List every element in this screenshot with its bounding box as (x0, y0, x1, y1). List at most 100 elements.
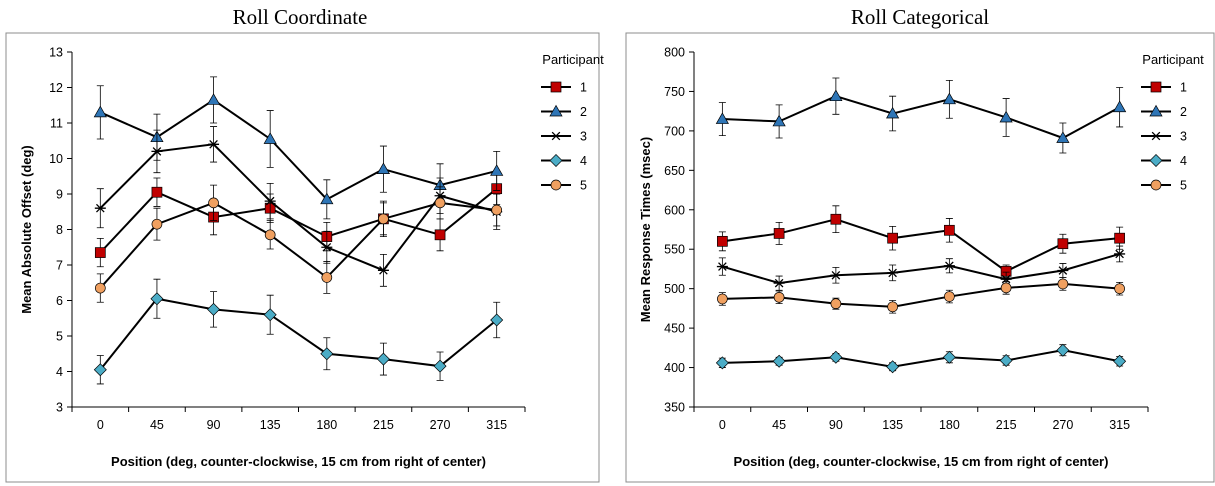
legend-title: Participant (1142, 52, 1204, 67)
series-line (99, 201, 497, 289)
legend-entry: 4 (580, 154, 587, 168)
y-tick-label: 11 (50, 117, 63, 131)
data-point (830, 298, 842, 310)
chart-title: Roll Categorical (851, 5, 989, 29)
legend-marker (1149, 154, 1163, 167)
data-point (434, 197, 446, 209)
x-tick-label: 180 (939, 418, 960, 432)
x-tick-label: 135 (260, 418, 281, 432)
series-line (722, 218, 1120, 273)
y-tick-label: 400 (664, 361, 685, 375)
y-tick-label: 550 (664, 243, 685, 257)
y-tick-label: 12 (49, 81, 63, 95)
data-point (93, 363, 107, 377)
legend-entry: 2 (1180, 105, 1187, 119)
data-point (999, 353, 1013, 367)
legend-marker (1150, 131, 1162, 141)
x-tick-label: 215 (996, 418, 1017, 432)
data-point (773, 228, 785, 239)
data-point (376, 162, 391, 174)
data-point (887, 301, 898, 313)
data-point (376, 352, 390, 366)
series-5 (94, 184, 503, 303)
series-line (99, 187, 498, 254)
data-point (717, 235, 728, 247)
data-point (1000, 282, 1012, 294)
y-tick-label: 9 (56, 188, 63, 202)
data-point (1057, 266, 1069, 275)
legend-marker (550, 131, 562, 141)
x-axis-label: Position (deg, counter-clockwise, 15 cm … (111, 454, 486, 469)
y-tick-label: 13 (49, 46, 63, 60)
legend: Participant 1 2 3 4 5 (1141, 52, 1204, 193)
y-tick-label: 4 (56, 365, 63, 379)
series-line (99, 143, 497, 272)
data-point (320, 347, 334, 361)
data-point (717, 293, 728, 305)
series-line (722, 282, 1120, 308)
y-tick-label: 7 (56, 259, 63, 273)
data-point (377, 266, 389, 275)
legend-entry: 5 (1180, 179, 1187, 193)
legend-marker (1149, 104, 1163, 117)
data-point (942, 350, 956, 364)
data-point (208, 197, 219, 209)
y-tick-label: 3 (56, 401, 63, 415)
data-point (829, 89, 843, 102)
x-tick-label: 0 (97, 418, 104, 432)
data-point (830, 270, 842, 280)
data-point (1114, 283, 1125, 295)
data-point (830, 213, 842, 225)
data-point (772, 354, 786, 368)
y-tick-label: 700 (664, 124, 685, 138)
y-tick-label: 10 (49, 152, 63, 166)
y-tick-label: 750 (664, 85, 685, 99)
x-tick-label: 315 (486, 418, 507, 432)
x-tick-label: 135 (882, 418, 903, 432)
data-point (944, 291, 955, 302)
data-point (1113, 354, 1127, 368)
data-point (378, 213, 389, 225)
legend: Participant 1 2 3 4 5 (541, 52, 604, 193)
x-tick-label: 90 (207, 418, 221, 432)
series-line (99, 98, 497, 201)
data-point (490, 164, 504, 176)
series-4 (715, 343, 1127, 374)
data-point (490, 313, 504, 327)
legend-entry: 5 (580, 179, 587, 193)
data-point (263, 308, 277, 322)
data-point (150, 292, 164, 306)
series-3 (716, 245, 1126, 291)
legend-entry: 1 (580, 81, 587, 95)
data-point (321, 272, 333, 283)
data-point (829, 350, 843, 364)
x-tick-label: 180 (316, 418, 337, 432)
x-tick-label: 270 (430, 418, 451, 432)
series-line (99, 297, 498, 371)
y-tick-label: 600 (664, 203, 685, 217)
legend-marker (1150, 179, 1162, 191)
y-axis-label: Mean Response Times (msec) (638, 137, 653, 322)
x-tick-label: 0 (719, 418, 726, 432)
x-tick-label: 90 (829, 418, 843, 432)
data-point (944, 224, 955, 236)
chart-border (5, 32, 600, 483)
data-point (773, 291, 785, 303)
data-point (1057, 278, 1069, 290)
data-point (772, 114, 786, 127)
data-point (1114, 232, 1125, 244)
data-point (151, 186, 163, 198)
data-point (1114, 249, 1126, 259)
data-point (206, 93, 221, 105)
data-point (1056, 131, 1070, 143)
x-tick-label: 45 (772, 418, 786, 432)
legend-marker (549, 154, 563, 167)
legend-entry: 3 (580, 130, 587, 144)
y-tick-label: 350 (664, 401, 685, 415)
data-point (773, 278, 785, 288)
y-axis-label: Mean Absolute Offset (deg) (19, 145, 34, 314)
data-point (263, 132, 277, 144)
y-tick-label: 8 (56, 223, 63, 237)
